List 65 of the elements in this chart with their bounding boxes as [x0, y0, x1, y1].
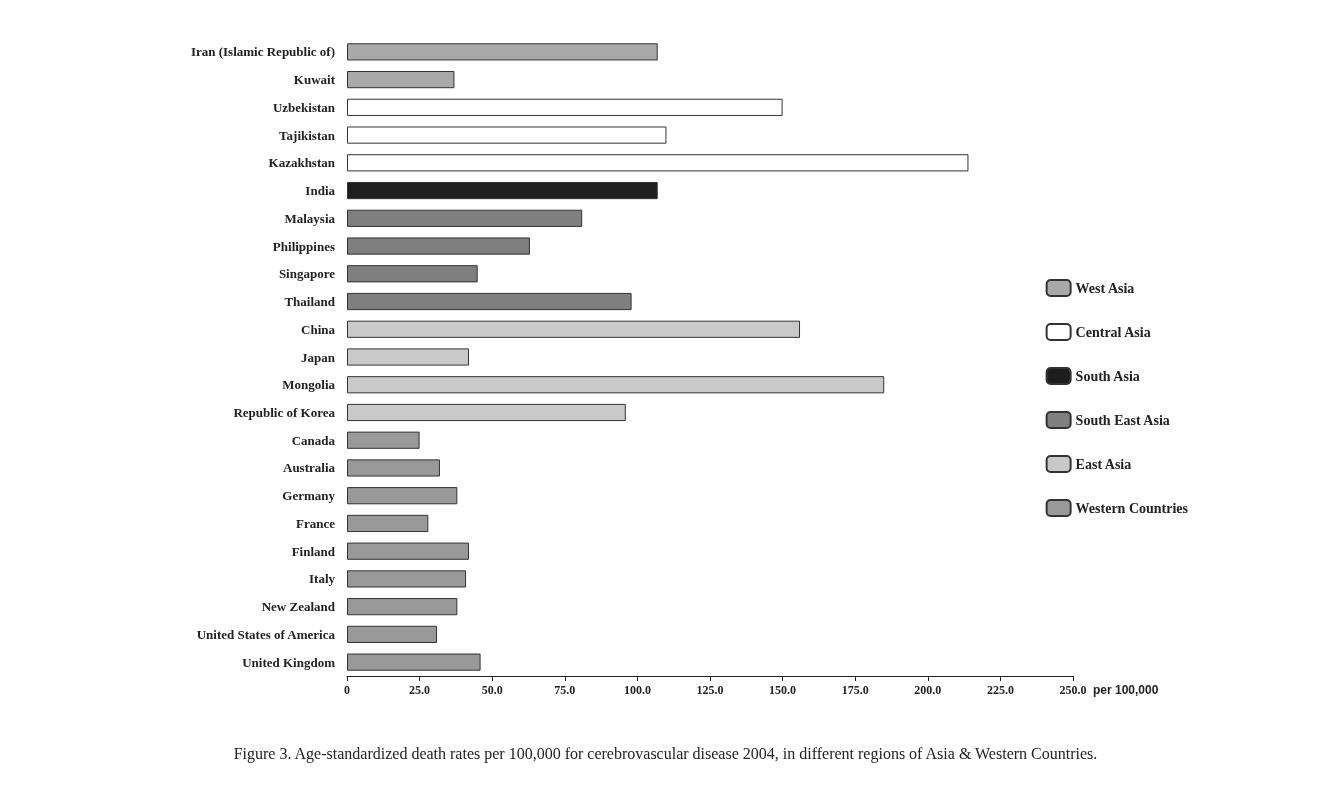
x-tick-label: 200.0	[914, 683, 942, 697]
bar	[347, 237, 530, 255]
y-tick-label: Kuwait	[293, 72, 336, 88]
y-tick-label: Germany	[282, 488, 336, 504]
x-axis-title: per 100,000	[1093, 683, 1159, 697]
x-tick-label: 125.0	[696, 683, 724, 697]
bar	[347, 570, 467, 588]
bar	[347, 43, 658, 61]
bar	[347, 653, 481, 671]
bar	[347, 126, 667, 144]
bar	[347, 376, 885, 394]
y-tick-label: France	[296, 515, 336, 531]
y-tick-label: Kazakhstan	[268, 155, 336, 171]
bar	[347, 403, 626, 422]
y-tick-label: Australia	[283, 460, 336, 476]
y-tick-label: Japan	[301, 349, 336, 365]
bar	[347, 320, 801, 338]
legend-label: South Asia	[1075, 368, 1140, 384]
x-tick-label: 150.0	[769, 683, 797, 697]
y-tick-label: Finland	[291, 543, 336, 559]
y-tick-label: Tajikistan	[279, 127, 336, 143]
y-tick-label: China	[301, 321, 336, 337]
x-tick-label: 250.0	[1059, 683, 1087, 697]
bar	[347, 98, 783, 116]
bar	[347, 487, 458, 505]
legend-label: East Asia	[1075, 456, 1132, 472]
bar	[347, 348, 469, 366]
y-tick-label: Mongolia	[282, 377, 336, 393]
x-tick-label: 100.0	[623, 683, 651, 697]
bar	[347, 265, 478, 283]
y-tick-label: Malaysia	[284, 210, 336, 226]
legend-label: Central Asia	[1075, 324, 1151, 340]
y-tick-label: Iran (Islamic Republic of)	[190, 44, 335, 60]
bar	[347, 598, 458, 616]
x-tick-label: 175.0	[841, 683, 869, 697]
bar	[347, 625, 438, 643]
y-tick-label: Republic of Korea	[233, 404, 336, 420]
y-tick-label: New Zealand	[261, 599, 336, 615]
caption: Figure 3. Age-standardized death rates per 100,000 for cerebrovascular disease 2004, in different regions of Asia & Western Countries.	[233, 744, 1098, 763]
legend-label: Western Countries	[1075, 500, 1189, 516]
x-tick-label: 75.0	[554, 683, 576, 697]
bar	[347, 459, 440, 477]
bar	[347, 71, 455, 89]
y-tick-label: Singapore	[278, 266, 336, 282]
x-tick-label: 0	[344, 683, 350, 697]
x-tick-label: 50.0	[481, 683, 503, 697]
bar	[347, 514, 429, 533]
y-tick-label: Italy	[309, 571, 336, 587]
y-tick-label: Philippines	[272, 238, 335, 254]
y-tick-label: United States of America	[196, 626, 336, 642]
y-tick-label: India	[305, 183, 336, 199]
y-tick-label: Thailand	[284, 294, 336, 310]
bar	[347, 431, 420, 449]
x-tick-label: 225.0	[986, 683, 1014, 697]
y-tick-label: Uzbekistan	[272, 99, 336, 115]
x-tick-label: 25.0	[409, 683, 431, 697]
bar	[347, 209, 583, 227]
legend-label: West Asia	[1075, 280, 1135, 296]
bar	[347, 181, 658, 200]
bar	[347, 542, 469, 560]
bar	[347, 292, 632, 311]
legend-label: South East Asia	[1075, 412, 1170, 428]
bar	[347, 154, 969, 172]
y-tick-label: Canada	[291, 432, 336, 448]
y-tick-label: United Kingdom	[242, 654, 336, 670]
